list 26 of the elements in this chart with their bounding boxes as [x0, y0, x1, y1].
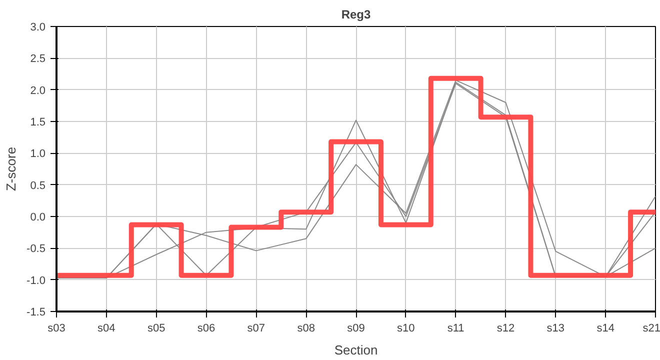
chart-title: Reg3 [341, 8, 371, 22]
x-tick-label: s07 [247, 322, 266, 334]
y-tick-label: 2.5 [30, 53, 46, 66]
y-tick-label: 0.0 [30, 212, 46, 224]
y-tick-label: 0.5 [30, 180, 46, 192]
y-tick-label: 1.5 [30, 116, 46, 128]
x-tick-label: s21 [642, 322, 660, 334]
x-tick-label: s10 [397, 322, 415, 334]
x-tick-label: s03 [48, 322, 66, 334]
x-tick-label: s12 [496, 322, 515, 334]
x-tick-label: s13 [546, 322, 565, 334]
y-tick-label: -1.5 [26, 306, 46, 318]
x-tick-label: s11 [447, 322, 464, 334]
x-axis-title: Section [334, 342, 378, 358]
x-tick-label: s08 [297, 322, 315, 334]
y-tick-label: -1.0 [26, 274, 46, 287]
y-tick-label: 1.0 [30, 148, 46, 160]
x-tick-label: s09 [347, 322, 365, 334]
y-tick-label: 3.0 [30, 22, 46, 34]
x-tick-label: s06 [197, 322, 216, 334]
y-axis-title: Z-score [4, 146, 19, 192]
y-tick-label: -0.5 [26, 243, 46, 256]
x-tick-label: s14 [596, 322, 614, 334]
y-tick-label: 2.0 [30, 84, 46, 97]
x-tick-label: s04 [98, 322, 116, 334]
x-tick-label: s05 [147, 322, 166, 334]
